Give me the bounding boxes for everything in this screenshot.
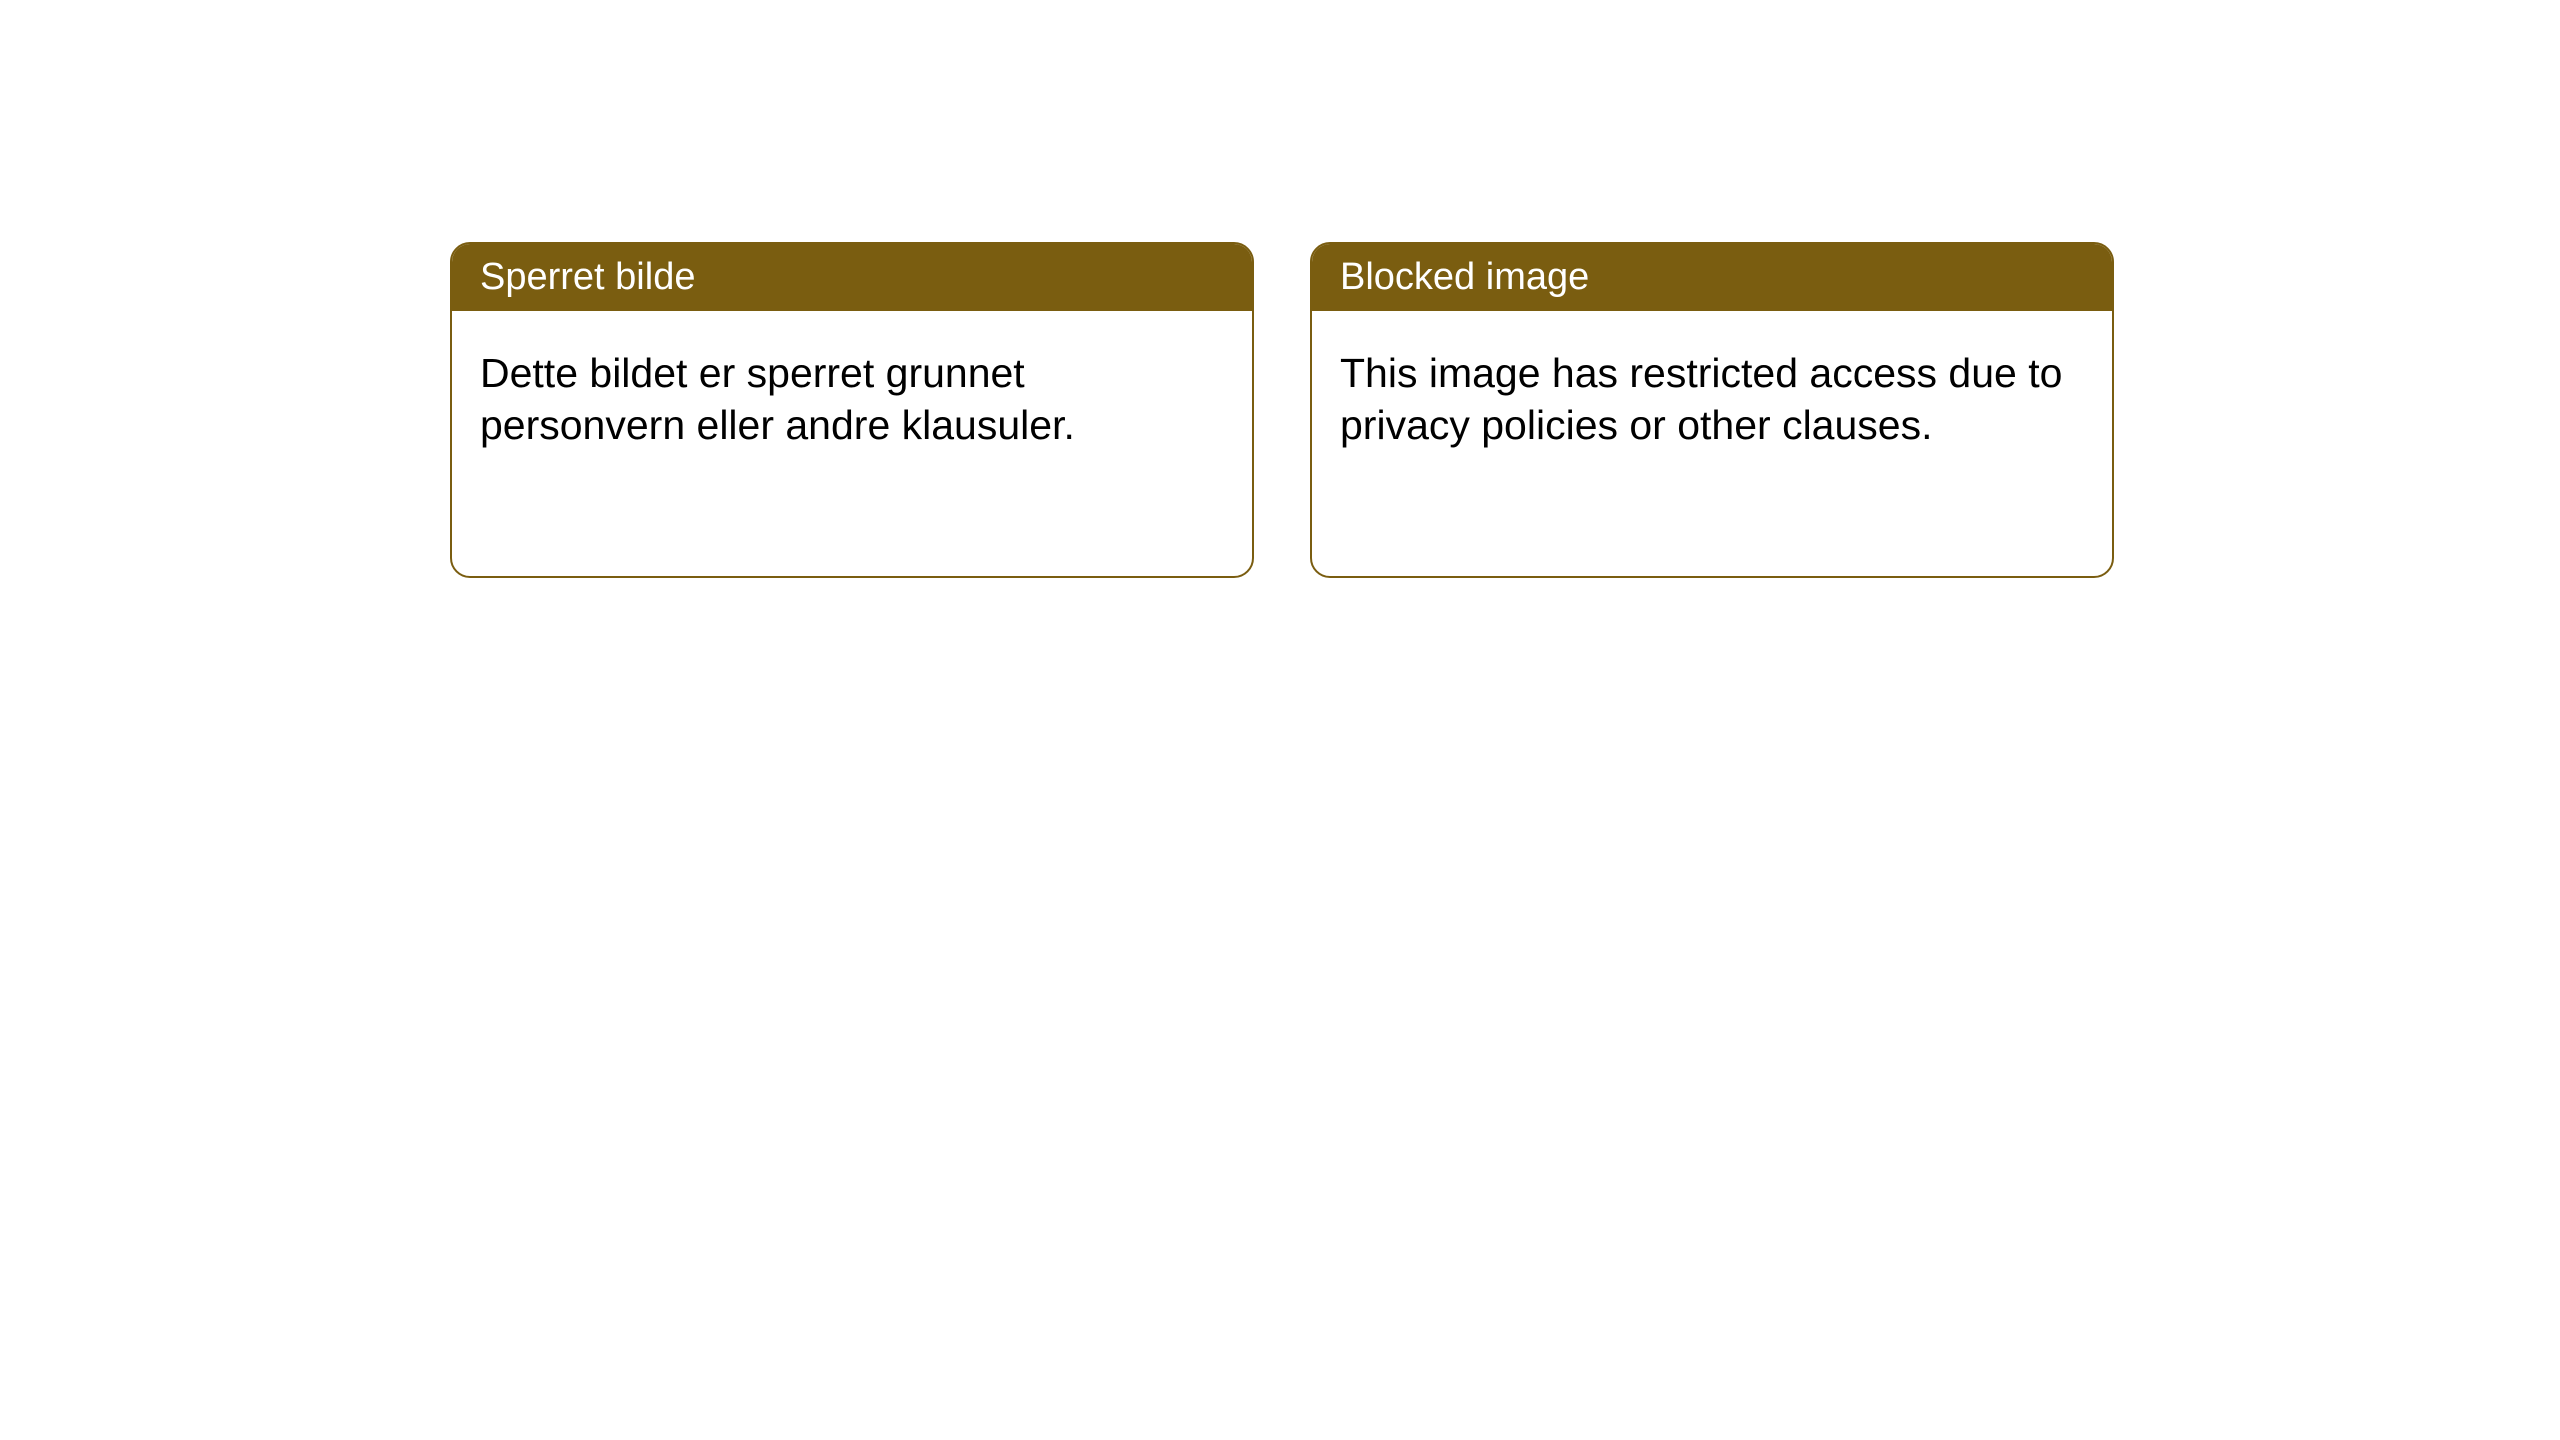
- card-header: Blocked image: [1312, 244, 2112, 311]
- card-header: Sperret bilde: [452, 244, 1252, 311]
- card-body-text: Dette bildet er sperret grunnet personve…: [480, 350, 1075, 448]
- card-body-text: This image has restricted access due to …: [1340, 350, 2062, 448]
- notice-card-english: Blocked image This image has restricted …: [1310, 242, 2114, 578]
- notice-card-norwegian: Sperret bilde Dette bildet er sperret gr…: [450, 242, 1254, 578]
- card-title: Blocked image: [1340, 256, 1589, 298]
- card-title: Sperret bilde: [480, 256, 695, 298]
- card-body: Dette bildet er sperret grunnet personve…: [452, 311, 1252, 488]
- card-body: This image has restricted access due to …: [1312, 311, 2112, 488]
- notice-container: Sperret bilde Dette bildet er sperret gr…: [0, 0, 2560, 578]
